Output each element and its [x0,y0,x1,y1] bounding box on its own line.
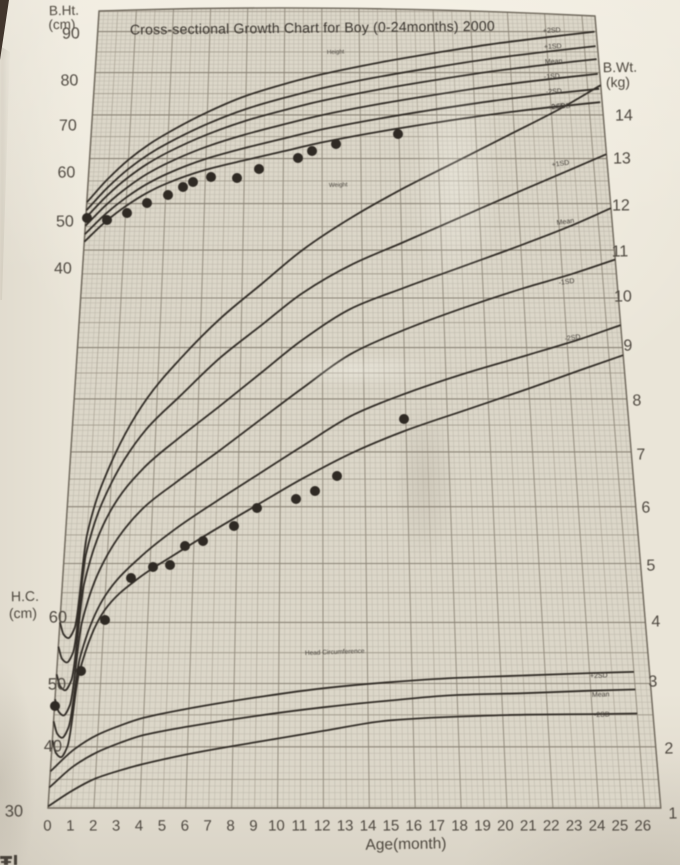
svg-text:17: 17 [428,817,445,834]
svg-text:13: 13 [337,817,354,834]
svg-text:(kg): (kg) [606,74,630,90]
svg-text:4: 4 [651,613,660,630]
svg-text:14: 14 [615,107,633,124]
svg-text:6: 6 [641,499,650,516]
svg-text:13: 13 [613,150,631,167]
svg-text:22: 22 [543,817,560,834]
svg-text:-1SD: -1SD [558,278,575,287]
svg-text:4: 4 [135,817,144,834]
svg-text:9: 9 [623,337,632,354]
svg-text:B.Ht.: B.Ht. [49,3,79,19]
svg-text:+2SD: +2SD [590,672,608,680]
svg-text:80: 80 [60,72,78,89]
svg-text:H.C.: H.C. [11,588,39,604]
svg-text:50: 50 [48,675,67,693]
svg-text:40: 40 [54,260,72,277]
svg-text:12: 12 [314,817,331,834]
svg-text:26: 26 [634,817,651,834]
svg-text:+1SD: +1SD [551,160,570,169]
svg-text:Weight: Weight [329,182,348,189]
svg-text:11: 11 [291,817,307,834]
svg-text:Mean: Mean [556,218,574,227]
svg-text:90: 90 [62,25,80,42]
svg-text:5: 5 [646,557,655,574]
svg-text:15: 15 [382,817,399,834]
svg-text:10: 10 [268,817,285,834]
svg-text:Head Circumference: Head Circumference [305,648,365,657]
svg-text:-1SD: -1SD [544,73,560,81]
svg-text:19: 19 [474,817,491,834]
svg-text:50: 50 [56,213,74,230]
svg-text:7: 7 [203,817,212,834]
svg-text:3: 3 [648,673,657,690]
svg-text:30: 30 [5,802,24,820]
svg-text:5: 5 [158,817,167,834]
svg-text:7: 7 [636,446,645,463]
svg-text:12: 12 [612,197,630,214]
svg-text:-2SD: -2SD [564,334,581,343]
svg-text:8: 8 [226,817,235,834]
svg-text:11: 11 [611,243,628,260]
svg-text:-2SD: -2SD [546,88,562,96]
svg-text:(cm): (cm) [48,17,75,32]
svg-text:24: 24 [589,817,606,834]
svg-text:Cross-sectional Growth Chart f: Cross-sectional Growth Chart for Boy (0-… [130,18,495,38]
svg-text:-2SD: -2SD [594,711,610,719]
svg-text:-2.5SD: -2.5SD [549,103,571,111]
svg-text:2: 2 [89,817,98,834]
svg-text:2: 2 [664,740,673,757]
svg-text:14: 14 [360,817,377,834]
svg-text:9: 9 [249,817,258,834]
svg-text:+2SD: +2SD [543,27,561,35]
svg-text:Mean: Mean [545,58,563,66]
svg-text:(cm): (cm) [9,605,37,621]
svg-text:40: 40 [44,737,63,755]
svg-text:8: 8 [632,392,641,409]
svg-text:6: 6 [181,817,190,834]
svg-text:60: 60 [57,164,75,181]
svg-text:+1SD: +1SD [544,43,562,51]
svg-text:1: 1 [668,805,677,822]
svg-text:3: 3 [112,817,121,834]
svg-text:Mean: Mean [592,691,610,699]
svg-text:Height: Height [327,49,345,56]
svg-text:0: 0 [43,817,52,834]
svg-text:Age(month): Age(month) [365,835,446,853]
svg-text:10: 10 [614,288,632,305]
svg-text:25: 25 [611,817,628,834]
svg-text:B.Wt.: B.Wt. [603,59,638,76]
svg-text:18: 18 [451,817,468,834]
svg-text:+2SD: +2SD [547,103,566,112]
svg-text:21: 21 [520,817,537,834]
svg-text:70: 70 [59,117,77,134]
svg-text:23: 23 [566,817,583,834]
svg-text:60: 60 [49,608,68,626]
svg-text:1: 1 [66,817,75,834]
svg-text:16: 16 [405,817,422,834]
svg-text:20: 20 [497,817,514,834]
